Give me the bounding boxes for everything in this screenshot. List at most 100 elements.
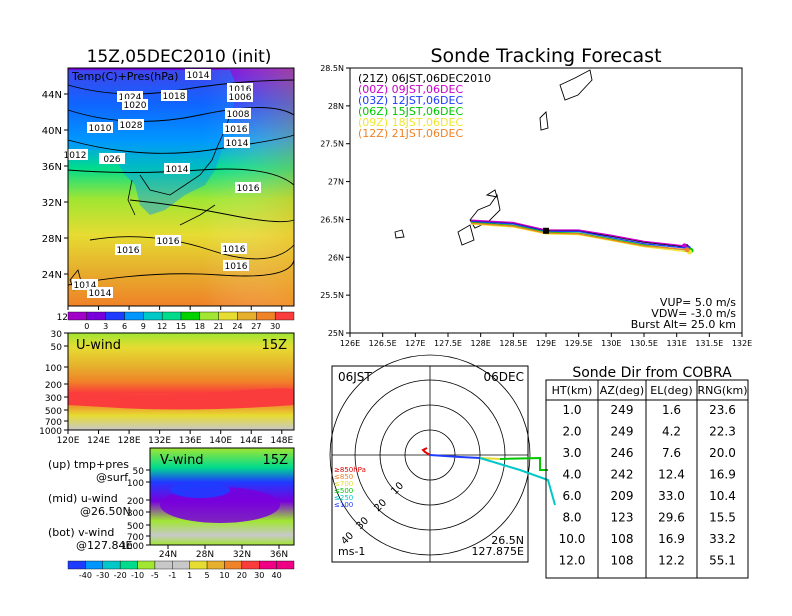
v-ytick-label: 1000 bbox=[121, 542, 144, 552]
wind-colorbar-label: -1 bbox=[168, 571, 176, 580]
v-ytick-label: 700 bbox=[127, 533, 144, 543]
u-ytick-label: 100 bbox=[45, 364, 62, 374]
isobar-line bbox=[67, 107, 295, 122]
pressure-label-bg bbox=[99, 153, 125, 164]
pressure-label-bg bbox=[221, 243, 247, 254]
isobar-line bbox=[67, 134, 295, 154]
isobar-line bbox=[67, 259, 295, 286]
temp-ytick-label: 24N bbox=[42, 270, 62, 281]
note-bot-a: (bot) v-wind bbox=[48, 526, 114, 539]
v-xtick-label: 28N bbox=[196, 550, 214, 560]
land-shape bbox=[68, 70, 238, 215]
table-cell: 16.9 bbox=[658, 532, 685, 546]
table-cell: 2.0 bbox=[562, 425, 581, 439]
pressure-label-bg bbox=[161, 90, 187, 101]
track-xtick-label: 132E bbox=[732, 339, 752, 348]
table-cell: 3.0 bbox=[562, 446, 581, 460]
track-xtick-label: 131.5E bbox=[695, 339, 723, 348]
polar-legend-entry: ≤100 bbox=[334, 501, 353, 509]
u-wind-time: 15Z bbox=[262, 338, 288, 353]
temp-ytick-label: 32N bbox=[42, 198, 62, 209]
u-ytick-label: 300 bbox=[45, 394, 62, 404]
wind-colorbar-label: 30 bbox=[254, 571, 264, 580]
pressure-label: 026 bbox=[103, 155, 120, 165]
wind-colorbar-swatch bbox=[67, 560, 86, 570]
pressure-label-bg bbox=[164, 163, 190, 174]
wind-colorbar-label: -5 bbox=[151, 571, 159, 580]
v-ytick-label: 50 bbox=[133, 467, 145, 477]
temp-colorbar-label: 3 bbox=[103, 322, 108, 331]
table-cell: 1.6 bbox=[662, 403, 681, 417]
pressure-label: 1018 bbox=[163, 92, 186, 102]
pressure-label-bg bbox=[117, 91, 143, 102]
track-series-line bbox=[470, 221, 692, 252]
wind-colorbar-swatch bbox=[276, 560, 295, 570]
track-xtick-label: 128.5E bbox=[499, 339, 527, 348]
polar-unit: ms-1 bbox=[338, 545, 365, 558]
isobar-line bbox=[129, 199, 295, 223]
pressure-label: 1010 bbox=[89, 124, 112, 134]
track-info-burst: Burst Alt= 25.0 km bbox=[631, 318, 736, 331]
track-ytick-label: 28N bbox=[328, 102, 344, 111]
u-xtick-label: 120E bbox=[57, 436, 80, 446]
u-ytick-label: 1000 bbox=[39, 427, 62, 437]
hodograph-red bbox=[421, 447, 431, 456]
temp-colorbar: 0 3 6 9 12 15 18 21 24 27 30 bbox=[67, 311, 295, 331]
temp-colorbar-swatch bbox=[124, 311, 144, 321]
u-xtick-label: 132E bbox=[148, 436, 171, 446]
wind-colorbar-swatch bbox=[137, 560, 156, 570]
table-cell: 12.2 bbox=[658, 554, 685, 568]
u-xtick-label: 124E bbox=[87, 436, 110, 446]
track-ytick-label: 27.5N bbox=[320, 140, 344, 149]
pressure-label: 1016 bbox=[157, 237, 180, 247]
track-info-vdw: VDW= -3.0 m/s bbox=[651, 307, 736, 320]
u-wind-label: U-wind bbox=[76, 338, 121, 353]
pressure-label-bg bbox=[223, 123, 249, 134]
track-series-line bbox=[470, 219, 685, 247]
track-xtick-label: 129.5E bbox=[565, 339, 593, 348]
track-xtick-label: 129E bbox=[536, 339, 556, 348]
v-ytick-label: 100 bbox=[127, 479, 144, 489]
table-cell: 209 bbox=[611, 489, 634, 503]
polar-lat: 26.5N bbox=[491, 534, 524, 547]
wind-colorbar-swatch bbox=[172, 560, 190, 570]
pressure-label-bg bbox=[223, 260, 249, 271]
polar-right-label: 06DEC bbox=[484, 370, 524, 384]
u-ytick-label: 700 bbox=[45, 418, 62, 428]
table-cell: 108 bbox=[611, 554, 634, 568]
polar-legend-entry: ≤250 bbox=[334, 494, 353, 502]
polar-legend-entry: ≥850hPa bbox=[334, 466, 366, 474]
track-ytick-label: 28.5N bbox=[320, 64, 344, 73]
track-ytick-label: 27N bbox=[328, 178, 344, 187]
table-cell: 15.5 bbox=[709, 511, 736, 525]
track-legend-entry: (09Z) 18JST,06DEC bbox=[358, 116, 463, 129]
note-up-a: (up) tmp+pres bbox=[48, 458, 129, 471]
track-legend-entry: (00Z) 09JST,06DEC bbox=[358, 83, 463, 96]
u-ytick-label: 50 bbox=[51, 343, 63, 353]
pressure-label: 1016 bbox=[225, 262, 248, 272]
u-xtick-label: 128E bbox=[118, 436, 141, 446]
track-ytick-label: 25.5N bbox=[320, 291, 344, 300]
pressure-label: 1014 bbox=[89, 289, 112, 299]
track-series-line bbox=[470, 223, 690, 253]
temp-ytick-label: 44N bbox=[42, 90, 62, 101]
wind-colorbar-swatch bbox=[85, 560, 103, 570]
polar-lon: 127.875E bbox=[472, 545, 524, 558]
v-ytick-label: 500 bbox=[127, 522, 144, 532]
wind-colorbar: -40 -30 -20 -10 -5 -1 1 5 10 20 30 40 bbox=[67, 560, 295, 580]
wind-colorbar-swatch bbox=[241, 560, 260, 570]
wind-colorbar-label: -10 bbox=[131, 571, 144, 580]
pressure-label-bg bbox=[62, 149, 88, 160]
pressure-label: 1016 bbox=[117, 246, 140, 256]
table-cell: 242 bbox=[611, 468, 634, 482]
panel-notes: (up) tmp+pres @surf (mid) u-wind @26.50N… bbox=[48, 458, 132, 552]
temp-colorbar-label: 30 bbox=[270, 322, 280, 331]
u-ytick-label: 200 bbox=[45, 381, 62, 391]
track-info-vup: VUP= 5.0 m/s bbox=[660, 296, 736, 309]
wind-colorbar-label: -20 bbox=[114, 571, 127, 580]
wind-colorbar-label: 1 bbox=[187, 571, 192, 580]
isobar-line bbox=[67, 168, 295, 186]
temp-colorbar-swatch bbox=[180, 311, 201, 321]
